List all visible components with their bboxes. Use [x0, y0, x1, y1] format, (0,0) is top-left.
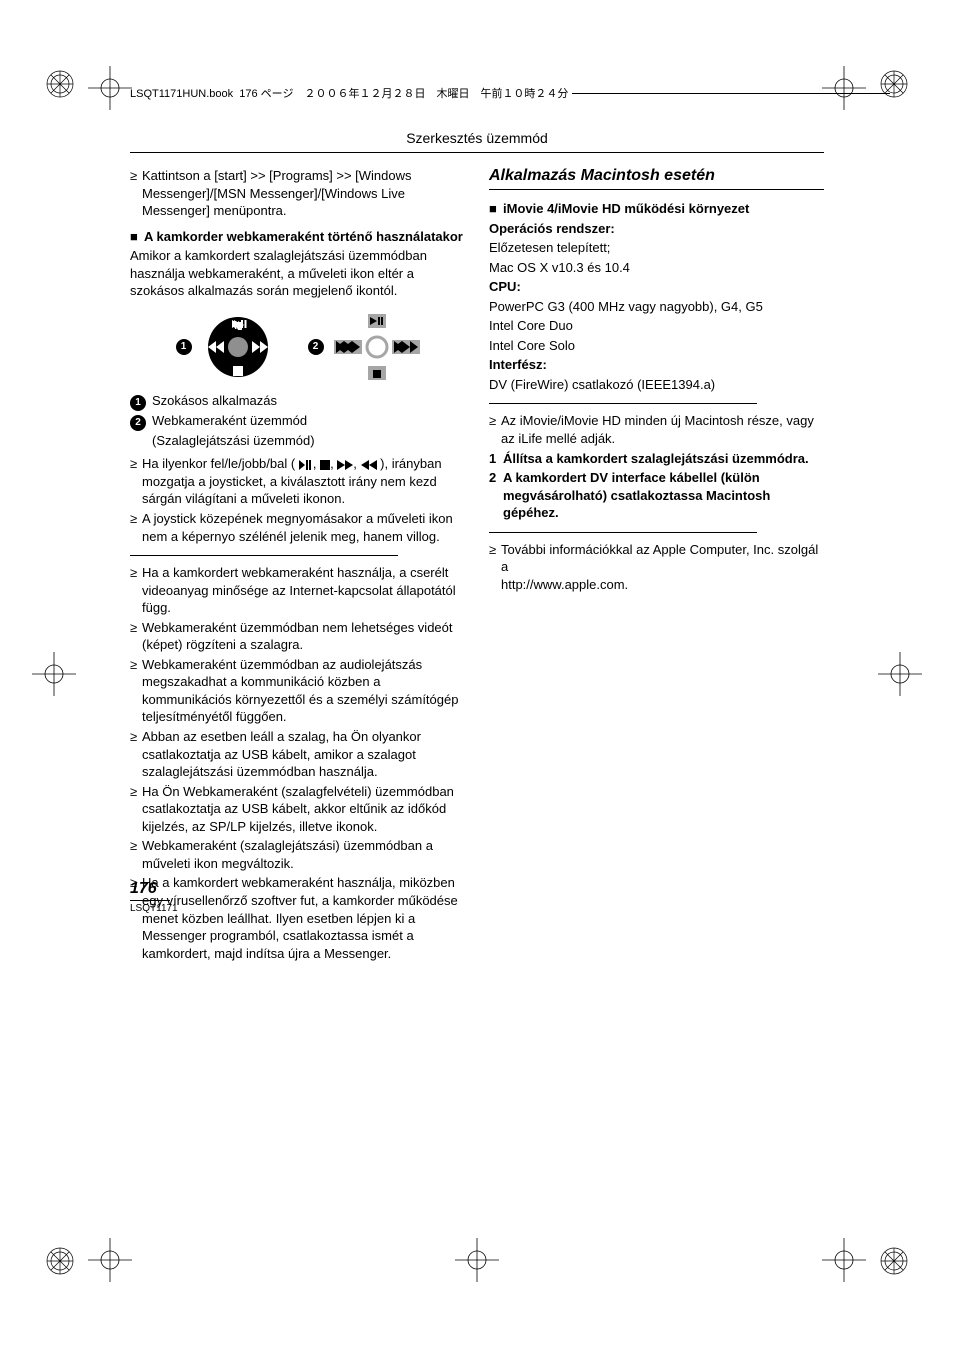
bullet-marker: ≥	[130, 656, 142, 726]
imovie-heading: iMovie 4/iMovie HD működési környezet	[503, 200, 824, 218]
bullet-marker: ≥	[130, 564, 142, 617]
top-divider	[130, 152, 824, 153]
page-footer: 176 LSQT1171	[130, 880, 178, 914]
square-marker: ■	[130, 228, 144, 246]
reg-mark-br	[874, 1241, 914, 1284]
os-line-1: Előzetesen telepített;	[489, 239, 824, 257]
divider	[489, 403, 757, 404]
sub1-para: Amikor a kamkordert szalaglejátszási üze…	[130, 247, 465, 300]
intro-text: Kattintson a [start] >> [Programs] >> [W…	[142, 167, 465, 220]
note-bullet: Webkameraként (szalaglejátszási) üzemmód…	[142, 837, 465, 872]
divider	[489, 532, 757, 533]
apple-info: További információkkal az Apple Computer…	[501, 541, 824, 594]
bullet-joystick-dir: Ha ilyenkor fel/le/jobb/bal ( , , , ), i…	[142, 455, 465, 508]
legend-1-text: Szokásos alkalmazás	[152, 392, 277, 410]
rew-icon	[361, 460, 377, 470]
crosshair-br	[822, 1238, 866, 1282]
operation-icon-diagram: 1	[130, 312, 465, 382]
mac-title: Alkalmazás Macintosh esetén	[489, 167, 824, 185]
page-number: 176	[130, 880, 178, 898]
square-marker: ■	[489, 200, 503, 218]
right-column: Alkalmazás Macintosh esetén ■ iMovie 4/i…	[489, 167, 824, 964]
section-header: Szerkesztés üzemmód	[60, 130, 894, 146]
os-line-2: Mac OS X v10.3 és 10.4	[489, 259, 824, 277]
nav-icon-webcam	[330, 312, 420, 382]
os-label: Operációs rendszer:	[489, 220, 824, 238]
cpu-line-3: Intel Core Solo	[489, 337, 824, 355]
nav-icon-normal	[198, 312, 278, 382]
legend-marker-1: 1	[176, 339, 192, 355]
bullet-marker: ≥	[130, 619, 142, 654]
step-1-marker: 1	[489, 450, 503, 468]
note-bullet: Abban az esetben leáll a szalag, ha Ön o…	[142, 728, 465, 781]
iface-line: DV (FireWire) csatlakozó (IEEE1394.a)	[489, 376, 824, 394]
crosshair-bl	[88, 1238, 132, 1282]
title-rule	[489, 189, 824, 190]
step-1-text: Állítsa a kamkordert szalaglejátszási üz…	[503, 450, 824, 468]
legend-2-text: Webkameraként üzemmód	[152, 412, 307, 430]
legend-1: 1	[130, 395, 146, 411]
imovie-note: Az iMovie/iMovie HD minden új Macintosh …	[501, 412, 824, 447]
note-bullet: Webkameraként üzemmódban az audiolejátsz…	[142, 656, 465, 726]
step-2-marker: 2	[489, 469, 503, 522]
note-bullet: Ha a kamkordert webkameraként használja,…	[142, 874, 465, 962]
bullet-marker: ≥	[130, 728, 142, 781]
subheading-webcam: A kamkorder webkameraként történő haszná…	[144, 228, 465, 246]
cpu-line-1: PowerPC G3 (400 MHz vagy nagyobb), G4, G…	[489, 298, 824, 316]
bullet-marker: ≥	[130, 510, 142, 545]
bullet-marker: ≥	[130, 837, 142, 872]
play-pause-icon	[299, 460, 313, 470]
stop-icon	[320, 460, 330, 470]
bullet-marker: ≥	[130, 455, 142, 508]
bullet-marker: ≥	[489, 541, 501, 594]
doc-code: LSQT1171	[130, 903, 178, 914]
note-bullet: Ha Ön Webkameraként (szalagfelvételi) üz…	[142, 783, 465, 836]
bullet-marker: ≥	[130, 167, 142, 220]
bullet-marker: ≥	[489, 412, 501, 447]
iface-label: Interfész:	[489, 356, 824, 374]
legend-2-sub: (Szalaglejátszási üzemmód)	[152, 432, 465, 450]
note-bullet: Webkameraként üzemmódban nem lehetséges …	[142, 619, 465, 654]
legend-2: 2	[130, 415, 146, 431]
reg-mark-bl	[40, 1241, 80, 1284]
cpu-line-2: Intel Core Duo	[489, 317, 824, 335]
bullet-joystick-center: A joystick közepének megnyomásakor a műv…	[142, 510, 465, 545]
legend-marker-2: 2	[308, 339, 324, 355]
left-column: ≥ Kattintson a [start] >> [Programs] >> …	[130, 167, 465, 964]
cpu-label: CPU:	[489, 278, 824, 296]
crosshair-bc	[455, 1238, 499, 1282]
bullet-marker: ≥	[130, 783, 142, 836]
step-2-text: A kamkordert DV interface kábellel (külö…	[503, 469, 824, 522]
note-bullet: Ha a kamkordert webkameraként használja,…	[142, 564, 465, 617]
ff-icon	[337, 460, 353, 470]
divider	[130, 555, 398, 556]
